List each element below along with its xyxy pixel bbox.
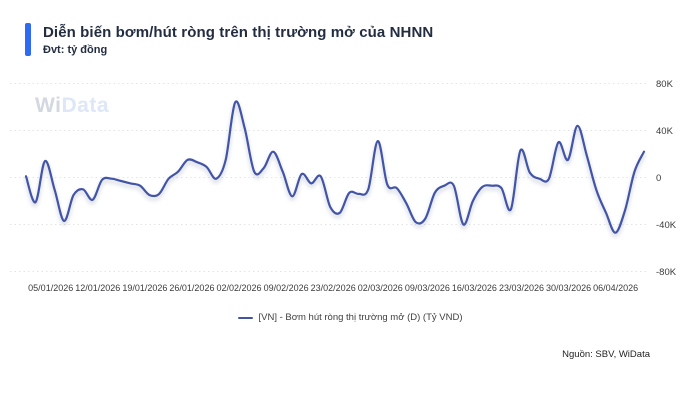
legend-line-marker xyxy=(237,316,253,319)
y-axis-tick: -40K xyxy=(656,220,677,231)
x-axis-tick: 09/02/2026 xyxy=(264,283,309,293)
watermark-data: Data xyxy=(61,94,110,117)
chart-title: Diễn biến bơm/hút ròng trên thị trường m… xyxy=(43,24,434,41)
x-axis-tick: 12/01/2026 xyxy=(75,283,120,293)
x-axis-tick: 02/03/2026 xyxy=(358,283,403,293)
title-text-group: Diễn biến bơm/hút ròng trên thị trường m… xyxy=(43,23,433,56)
title-accent-bar xyxy=(25,23,31,56)
legend: [VN] - Bơm hút ròng thị trường mở (D) (T… xyxy=(0,312,700,323)
x-axis-tick: 05/01/2026 xyxy=(28,283,73,293)
title-block: Diễn biến bơm/hút ròng trên thị trường m… xyxy=(25,23,433,56)
x-axis-tick: 19/01/2026 xyxy=(122,283,167,293)
x-axis-tick: 23/03/2026 xyxy=(499,283,544,293)
x-axis-tick: 06/04/2026 xyxy=(593,283,638,293)
y-axis-tick: 40K xyxy=(656,126,674,137)
x-axis-tick: 26/01/2026 xyxy=(169,283,214,293)
y-axis-tick: 0 xyxy=(656,173,661,184)
legend-label: [VN] - Bơm hút ròng thị trường mở (D) (T… xyxy=(258,312,463,323)
watermark-wi: Wi xyxy=(35,94,62,117)
source-note: Nguồn: SBV, WiData xyxy=(562,349,650,360)
x-axis-tick: 23/02/2026 xyxy=(311,283,356,293)
net-omo-series-line xyxy=(24,100,646,234)
x-axis-tick: 30/03/2026 xyxy=(546,283,591,293)
x-axis-tick: 16/03/2026 xyxy=(452,283,497,293)
widata-watermark: WiData xyxy=(35,94,109,118)
chart-unit-label: Đvt: tỷ đồng xyxy=(43,44,108,56)
x-axis-tick: 09/03/2026 xyxy=(405,283,450,293)
y-axis-tick: -80K xyxy=(656,267,677,278)
x-axis-tick: 02/02/2026 xyxy=(216,283,261,293)
y-axis-tick: 80K xyxy=(656,79,674,90)
